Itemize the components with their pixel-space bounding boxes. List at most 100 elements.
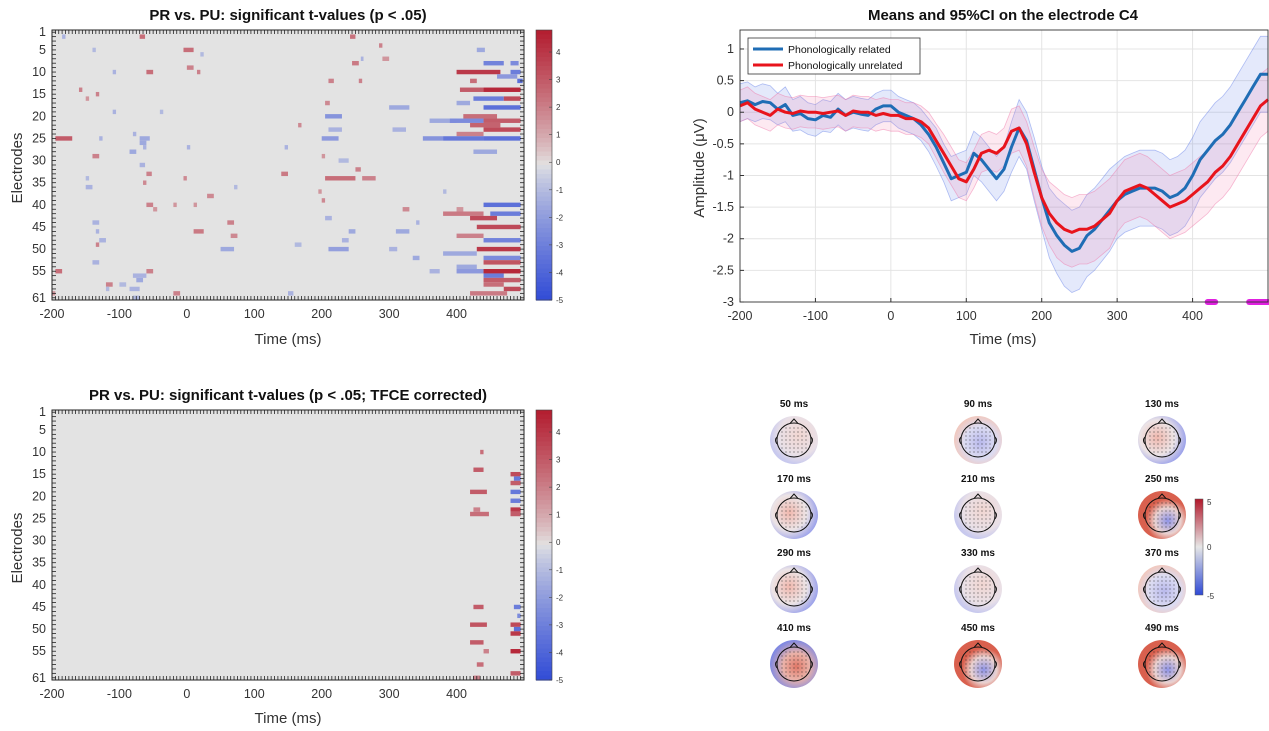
heatmap-cell bbox=[143, 145, 147, 150]
colorbar-tick-label: 4 bbox=[556, 428, 561, 437]
colorbar-tick-label: -3 bbox=[556, 241, 564, 250]
colorbar-tick-label: 0 bbox=[556, 538, 561, 547]
heatmap-cell bbox=[360, 56, 364, 61]
heatmap-cell bbox=[362, 176, 376, 181]
heatmap-cell bbox=[510, 507, 521, 512]
colorbar-tick-label: -4 bbox=[556, 648, 564, 657]
svg-text:5: 5 bbox=[1207, 498, 1212, 507]
y-tick-label: 30 bbox=[32, 534, 46, 548]
heatmap-cell bbox=[288, 291, 294, 296]
heatmap-cell bbox=[119, 282, 127, 287]
heatmap-cell bbox=[92, 220, 100, 225]
heatmap-cell bbox=[352, 60, 359, 66]
heatmap-cell bbox=[139, 140, 147, 146]
heatmap-cell bbox=[443, 136, 484, 141]
x-tick-label: 100 bbox=[244, 687, 265, 701]
colorbar-tick-label: 3 bbox=[556, 456, 561, 465]
topomap: 170 ms bbox=[770, 474, 818, 539]
topomap-title: 330 ms bbox=[961, 548, 995, 559]
heatmap-cell bbox=[132, 131, 137, 137]
heatmap-cell bbox=[112, 109, 117, 115]
heatmap-cell bbox=[173, 202, 177, 208]
heatmap-cell bbox=[129, 149, 137, 154]
heatmap-cell bbox=[483, 277, 521, 283]
heatmap-cell bbox=[513, 626, 521, 632]
topomap-grid: 50 ms 90 ms 130 ms 170 ms 210 ms 250 ms 290 ms… bbox=[770, 399, 1215, 688]
heatmap-cell bbox=[510, 69, 521, 75]
heatmap-cell bbox=[456, 264, 477, 270]
x-tick-label: 100 bbox=[244, 307, 265, 321]
heatmap-cell bbox=[338, 158, 349, 163]
heatmap-cell bbox=[395, 229, 410, 234]
colorbar-tick-label: 3 bbox=[556, 76, 561, 85]
heatmap-cell bbox=[186, 65, 194, 70]
heatmap-cell bbox=[325, 176, 356, 181]
colorbar-tick-label: -5 bbox=[556, 676, 564, 685]
erp-line-plot: Means and 95%CI on the electrode C4 -200… bbox=[691, 7, 1269, 348]
series-line bbox=[739, 98, 1269, 234]
y-tick-label: 20 bbox=[32, 109, 46, 123]
heatmap-cell bbox=[105, 286, 110, 292]
y-tick-label: 55 bbox=[32, 644, 46, 658]
heatmap-cell bbox=[443, 189, 447, 194]
heatmap-cell bbox=[389, 105, 410, 110]
heatmap-cell bbox=[416, 220, 420, 225]
heatmap-cell bbox=[503, 96, 521, 101]
heatmap-cell bbox=[139, 162, 146, 168]
heatmap-cell bbox=[318, 189, 322, 194]
heatmap-cell bbox=[456, 207, 464, 212]
heatmap-cell bbox=[234, 184, 238, 190]
y-tick-label: 15 bbox=[32, 87, 46, 101]
heatmap-cell bbox=[497, 74, 518, 79]
x-tick-label: 300 bbox=[379, 687, 400, 701]
y-tick-label: -2.5 bbox=[712, 263, 734, 277]
colorbar-tick-label: -2 bbox=[556, 213, 564, 222]
y-tick-label: -0.5 bbox=[712, 137, 734, 151]
y-tick-label: -1.5 bbox=[712, 200, 734, 214]
heatmap-cell bbox=[92, 47, 96, 53]
topomap-title: 50 ms bbox=[780, 399, 809, 410]
line-plot-yticks: 1 0.5 0 -0.5 -1 -1.5 -2 -2.5 -3 bbox=[712, 42, 744, 309]
y-tick-label: 15 bbox=[32, 467, 46, 481]
y-tick-label: -3 bbox=[723, 295, 734, 309]
heatmap-cell bbox=[92, 260, 100, 265]
heatmap-cell bbox=[193, 229, 204, 234]
heatmap-cell bbox=[230, 233, 238, 239]
heatmap-cell bbox=[146, 69, 154, 75]
x-tick-label: 200 bbox=[1031, 309, 1052, 323]
heatmap-cell bbox=[146, 269, 154, 274]
heatmap-cell bbox=[196, 69, 201, 75]
y-tick-label: 40 bbox=[32, 198, 46, 212]
heatmap-cell bbox=[95, 91, 100, 97]
topomap: 90 ms bbox=[954, 399, 1002, 464]
colorbar-tick-label: -1 bbox=[556, 186, 564, 195]
colorbar-tick-label: -1 bbox=[556, 566, 564, 575]
line-plot-ylabel: Amplitude (μV) bbox=[691, 118, 708, 218]
colorbar-tick-label: 4 bbox=[556, 48, 561, 57]
heatmap-cell bbox=[473, 507, 481, 512]
heatmap-cell bbox=[389, 246, 398, 252]
heatmap-cell bbox=[281, 171, 288, 177]
heatmap-cell bbox=[105, 282, 113, 287]
heatmap-cell bbox=[85, 96, 90, 101]
heatmap-cell bbox=[470, 489, 487, 495]
heatmap-cell bbox=[456, 131, 484, 137]
heatmap-cell bbox=[510, 489, 521, 495]
colorbar-tick-label: 1 bbox=[556, 131, 561, 140]
topomap: 370 ms bbox=[1138, 548, 1186, 613]
heatmap-uncorrected-title: PR vs. PU: significant t-values (p < .05… bbox=[149, 7, 426, 24]
heatmap-cell bbox=[483, 282, 504, 287]
x-tick-label: 400 bbox=[446, 687, 467, 701]
heatmap-cell bbox=[382, 56, 390, 61]
heatmap-cell bbox=[325, 114, 342, 119]
heatmap-cell bbox=[402, 207, 410, 212]
svg-text:-5: -5 bbox=[1207, 592, 1215, 601]
heatmap-uncorrected-colorbar: 4 3 2 1 0 -1 -2 -3 -4 -5 bbox=[535, 29, 564, 305]
topomap: 130 ms bbox=[1138, 399, 1186, 464]
heatmap-cell bbox=[85, 184, 93, 190]
heatmap-cell bbox=[449, 118, 484, 123]
heatmap-cell bbox=[456, 233, 484, 239]
heatmap-cell bbox=[483, 87, 521, 92]
